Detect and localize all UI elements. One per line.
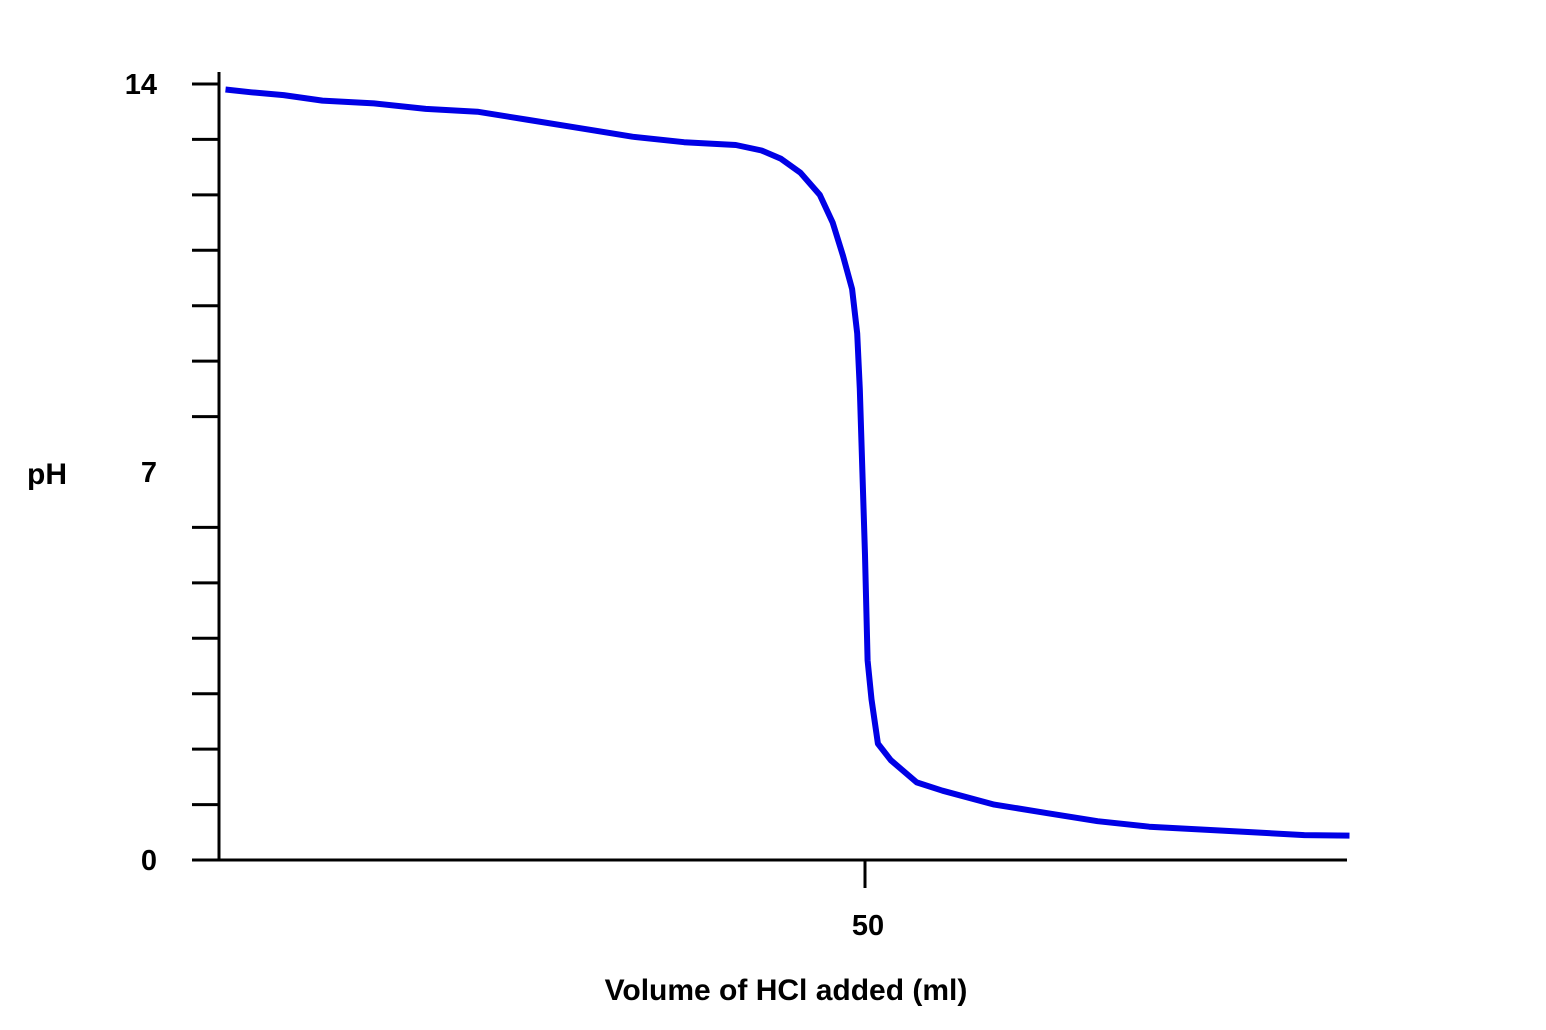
y-axis-title: pH [27,458,67,491]
x-tick-label-50: 50 [852,910,884,942]
series-layer [225,86,1350,839]
y-tick-label-14: 14 [125,69,157,101]
tick-labels: 0 7 14 50 [125,69,884,942]
x-axis-title: Volume of HCl added (ml) [605,974,968,1007]
y-tick-label-7: 7 [141,457,157,489]
y-tick-label-0: 0 [141,845,157,877]
y-tick-marks [192,82,219,807]
series-line-0 [225,86,1350,839]
